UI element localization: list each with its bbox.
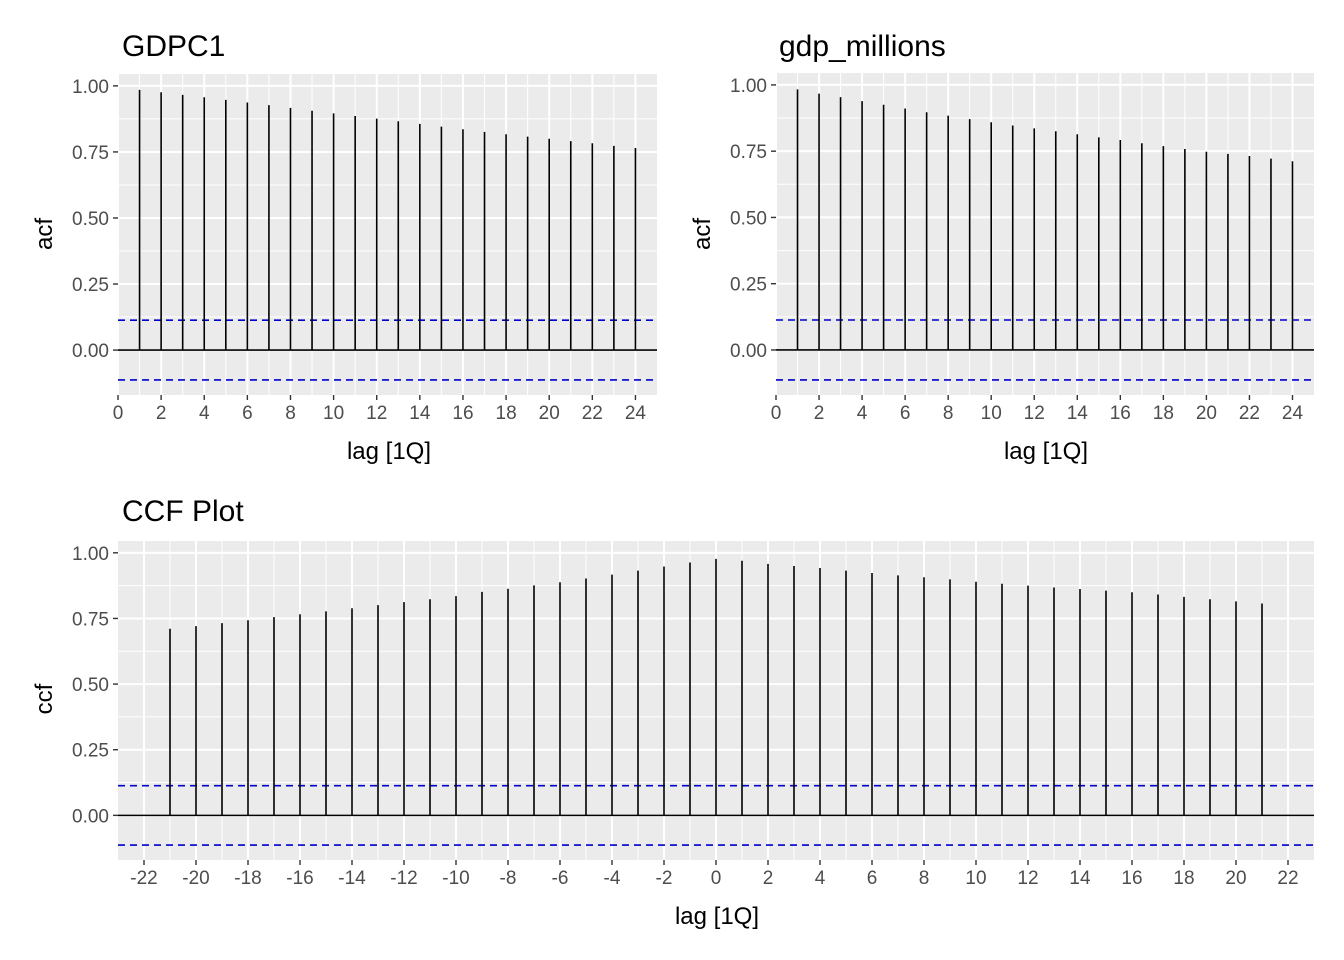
x-tick-label: 2 — [814, 403, 825, 424]
x-tick-label: 4 — [857, 403, 868, 424]
x-tick-label: 4 — [815, 868, 826, 889]
x-tick-label: 22 — [1239, 403, 1260, 424]
panel-gdpc1: 0.000.250.500.751.000 2 4 6 8 10 12 14 16 18 20 22 2… — [31, 30, 657, 465]
panel-gdp-millions: 0.000.250.500.751.000 2 4 6 8 10 12 14 16 18 20 22 2… — [689, 30, 1314, 465]
x-tick-label: 24 — [1282, 403, 1304, 424]
y-tick-label: 0.00 — [730, 341, 767, 362]
x-tick-label: 18 — [1173, 868, 1194, 889]
x-tick-label: -4 — [604, 868, 621, 889]
x-axis-label: lag [1Q] — [675, 903, 759, 930]
x-tick-label: 14 — [1069, 868, 1091, 889]
y-tick-label: 0.00 — [72, 341, 109, 362]
x-tick-label: 18 — [496, 403, 517, 424]
panel-background — [776, 73, 1314, 395]
x-tick-label: 8 — [943, 403, 954, 424]
x-tick-label: 12 — [366, 403, 387, 424]
x-axis-label: lag [1Q] — [347, 438, 431, 465]
chart-title: CCF Plot — [122, 495, 244, 528]
x-tick-label: 2 — [763, 868, 774, 889]
chart-title: GDPC1 — [122, 30, 225, 63]
y-tick-label: 0.00 — [72, 806, 109, 827]
panel-background — [118, 74, 657, 395]
x-tick-label: 22 — [1277, 868, 1298, 889]
chart-title: gdp_millions — [779, 30, 946, 63]
x-tick-label: 0 — [113, 403, 124, 424]
x-tick-label: -20 — [182, 868, 209, 889]
y-tick-label: 0.75 — [72, 143, 109, 164]
x-tick-label: -22 — [130, 868, 157, 889]
plot-area: 0.000.250.500.751.000 2 4 6 8 10 12 14 16 18 20 22 2… — [72, 74, 657, 424]
x-tick-label: 6 — [242, 403, 253, 424]
x-tick-label: 0 — [771, 403, 782, 424]
x-tick-label: 20 — [1225, 868, 1246, 889]
x-tick-label: 14 — [409, 403, 431, 424]
y-axis-label: acf — [689, 218, 716, 250]
x-tick-label: -14 — [338, 868, 366, 889]
x-tick-label: 0 — [711, 868, 722, 889]
x-tick-label: 18 — [1153, 403, 1174, 424]
x-tick-label: 12 — [1017, 868, 1038, 889]
x-tick-label: -2 — [656, 868, 673, 889]
x-tick-label: -12 — [390, 868, 417, 889]
x-tick-label: 8 — [285, 403, 296, 424]
plot-area: 0.000.250.500.751.000 2 4 6 8 10 12 14 16 18 20 22 2… — [730, 73, 1314, 424]
y-axis-label: acf — [31, 218, 58, 250]
y-tick-label: 0.50 — [72, 675, 109, 696]
plot-area: 0.000.250.500.751.00-22 -20 -18 -16 -14 -12 -1… — [72, 541, 1314, 889]
x-tick-label: 6 — [900, 403, 911, 424]
y-tick-label: 1.00 — [72, 77, 109, 98]
y-tick-label: 0.25 — [730, 275, 767, 296]
x-tick-label: 10 — [981, 403, 1002, 424]
y-tick-label: 0.75 — [730, 142, 767, 163]
y-axis-label: ccf — [31, 683, 58, 714]
x-tick-label: 4 — [199, 403, 210, 424]
x-tick-label: 16 — [1110, 403, 1131, 424]
y-tick-label: 0.50 — [730, 208, 767, 229]
x-tick-label: 16 — [1121, 868, 1142, 889]
y-tick-label: 0.50 — [72, 209, 109, 230]
x-tick-label: -8 — [500, 868, 517, 889]
x-tick-label: 20 — [539, 403, 560, 424]
x-tick-label: -10 — [442, 868, 469, 889]
x-tick-label: -6 — [552, 868, 569, 889]
x-tick-label: 20 — [1196, 403, 1217, 424]
x-tick-label: 6 — [867, 868, 878, 889]
x-tick-label: 12 — [1024, 403, 1045, 424]
x-tick-label: 14 — [1067, 403, 1089, 424]
y-tick-label: 0.25 — [72, 741, 109, 762]
x-tick-label: 2 — [156, 403, 167, 424]
y-tick-label: 0.75 — [72, 609, 109, 630]
x-tick-label: 24 — [625, 403, 647, 424]
y-tick-label: 1.00 — [72, 544, 109, 565]
x-tick-label: 8 — [919, 868, 930, 889]
x-tick-label: -18 — [234, 868, 261, 889]
x-tick-label: -16 — [286, 868, 313, 889]
y-tick-label: 0.25 — [72, 275, 109, 296]
y-tick-label: 1.00 — [730, 76, 767, 97]
x-tick-label: 22 — [582, 403, 603, 424]
x-tick-label: 16 — [452, 403, 473, 424]
panel-ccf: 0.000.250.500.751.00-22 -20 -18 -16 -14 -12 -1… — [31, 495, 1314, 930]
x-tick-label: 10 — [323, 403, 344, 424]
x-tick-label: 10 — [965, 868, 986, 889]
x-axis-label: lag [1Q] — [1004, 438, 1088, 465]
